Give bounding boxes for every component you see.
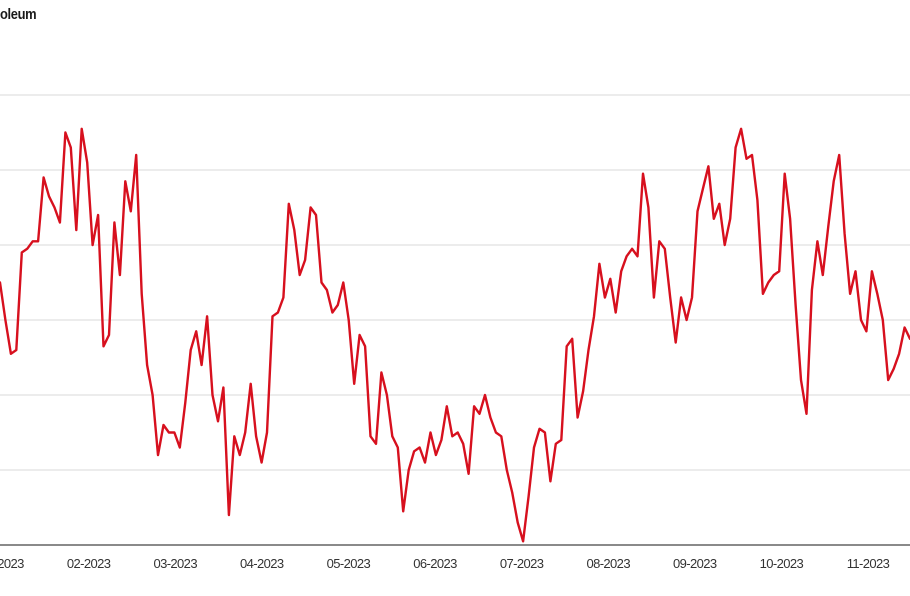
- x-tick-label: 06-2023: [413, 556, 457, 571]
- x-tick-label: 09-2023: [673, 556, 717, 571]
- x-tick-label: 03-2023: [153, 556, 197, 571]
- x-tick-label: 05-2023: [327, 556, 371, 571]
- series-layer: [0, 127, 910, 543]
- series-line: [0, 127, 910, 543]
- x-tick-label: 07-2023: [500, 556, 544, 571]
- x-tick-label: 01-2023: [0, 556, 24, 571]
- chart-title: oleum: [0, 6, 37, 23]
- x-tick-label: 08-2023: [586, 556, 630, 571]
- x-tick-labels: 01-2023 02-2023 03-2023 04-2023 05-2023 06-20…: [0, 556, 890, 571]
- x-tick-label: 02-2023: [67, 556, 111, 571]
- gridlines: [0, 94, 910, 471]
- x-tick-label: 10-2023: [760, 556, 804, 571]
- x-tick-label: 04-2023: [240, 556, 284, 571]
- x-tick-label: 11-2023: [847, 556, 890, 571]
